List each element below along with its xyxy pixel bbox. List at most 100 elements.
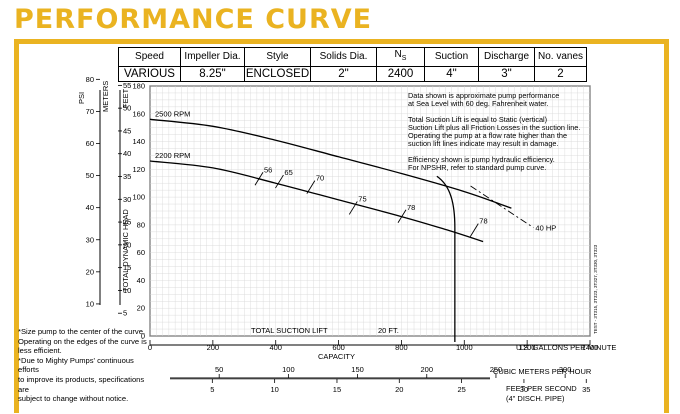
spec-value-ns: 2400: [376, 66, 425, 82]
feet-tick-label: 140: [132, 137, 145, 146]
meters-tick-label: 50: [123, 104, 131, 113]
spec-value-speed: VARIOUS: [118, 66, 181, 82]
x-axis-label: CAPACITY: [318, 352, 355, 361]
footnote-line: *Size pump to the center of the curve.: [18, 327, 146, 336]
frame-left-bar: [14, 39, 19, 413]
fps-axis-sublabel: (4" DISCH. PIPE): [506, 394, 565, 403]
m3h-tick-label: 200: [421, 365, 434, 374]
fps-tick-label: 35: [582, 385, 590, 394]
psi-tick-label: 70: [86, 107, 94, 116]
fps-tick-label: 15: [333, 385, 341, 394]
feet-tick-label: 0: [141, 332, 145, 341]
psi-tick-label: 10: [86, 299, 94, 308]
rpm-label: 2200 RPM: [155, 151, 190, 160]
spec-value-discharge: 3": [478, 66, 535, 82]
footnotes: *Size pump to the center of the curve. O…: [18, 327, 153, 404]
gpm-tick-label: 1400: [582, 343, 599, 352]
fps-tick-label: 20: [395, 385, 403, 394]
frame-top-bar: [14, 39, 669, 44]
spec-table: Speed Impeller Dia. Style Solids Dia. NS…: [118, 47, 587, 82]
note-line: Suction Lift plus all Friction Losses in…: [408, 123, 580, 132]
meters-tick-label: 30: [123, 195, 131, 204]
efficiency-label: 78: [479, 217, 487, 226]
feet-tick-label: 80: [137, 220, 145, 229]
note-line: Efficiency shown is pump hydraulic effic…: [408, 155, 555, 164]
page-title: PERFORMANCE CURVE: [14, 4, 373, 35]
feet-tick-label: 160: [132, 109, 145, 118]
spec-header-ns-sub: S: [401, 55, 407, 62]
efficiency-label: 65: [284, 168, 292, 177]
m3h-tick-label: 50: [215, 365, 223, 374]
grid-lines: [149, 85, 591, 337]
psi-tick-label: 20: [86, 267, 94, 276]
efficiency-label: 70: [316, 174, 324, 183]
spec-value-impeller: 8.25": [180, 66, 245, 82]
feet-tick-label: 100: [132, 193, 145, 202]
meters-tick-label: 55: [123, 81, 131, 90]
meters-axis-label: METERS: [101, 81, 110, 112]
y-unit-label: FEET: [121, 88, 130, 108]
psi-tick-label: 40: [86, 203, 94, 212]
x-unit-label: U.S. GALLONS PER MINUTE: [516, 343, 616, 352]
feet-tick-label: 40: [137, 276, 145, 285]
meters-tick-label: 10: [123, 286, 131, 295]
test-code-label: TEST - 3T315, 3T323, 3T327, 3T330, 3T323: [593, 244, 598, 334]
feet-tick-label: 60: [137, 248, 145, 257]
psi-tick-label: 50: [86, 171, 94, 180]
efficiency-stroke: [397, 209, 407, 224]
efficiency-stroke: [306, 180, 316, 194]
head-curve-0: [149, 118, 512, 209]
meters-tick-label: 15: [123, 263, 131, 272]
rpm-label: 2500 RPM: [155, 109, 190, 118]
fps-tick-label: 10: [270, 385, 278, 394]
psi-tick-label: 80: [86, 75, 94, 84]
note-line: Total Suction Lift is equal to Static (v…: [408, 115, 547, 124]
meters-tick-label: 35: [123, 172, 131, 181]
note-line: at Sea Level with 60 deg. Fahrenheit wat…: [408, 99, 548, 108]
meters-tick-label: 45: [123, 126, 131, 135]
fps-tick-label: 25: [457, 385, 465, 394]
efficiency-stroke: [469, 223, 479, 237]
suction-lift-value: 20 FT.: [378, 326, 399, 335]
footnote-line: *Due to Mighty Pumps' continuous efforts: [18, 355, 134, 375]
psi-tick-label: 60: [86, 139, 94, 148]
hp-line: [470, 185, 534, 229]
footnote-line: less efficient.: [18, 346, 62, 356]
footnote-line: to improve its products, specifications …: [18, 374, 145, 394]
footnote-line: Operating on the edges of the curve is: [18, 336, 147, 346]
gpm-tick-label: 1000: [456, 343, 473, 352]
feet-tick-label: 120: [132, 165, 145, 174]
gpm-tick-label: 1200: [519, 343, 536, 352]
efficiency-stroke: [254, 172, 264, 186]
efficiency-label: 75: [358, 194, 366, 203]
note-line: Operating the pump at a flow rate higher…: [408, 131, 567, 140]
y-axis-label: TOTAL DYNAMIC HEAD: [121, 209, 130, 292]
gpm-tick-label: 200: [207, 343, 220, 352]
gpm-tick-label: 0: [148, 343, 152, 352]
m3h-axis-label: CUBIC METERS PER HOUR: [493, 367, 592, 376]
m3h-tick-label: 100: [282, 365, 295, 374]
head-curve-1: [149, 160, 484, 243]
meters-tick-label: 40: [123, 149, 131, 158]
fps-tick-label: 5: [210, 385, 214, 394]
feet-tick-label: 180: [132, 82, 145, 91]
m3h-tick-label: 150: [351, 365, 364, 374]
note-line: suction lift lines indicate may result i…: [408, 139, 558, 148]
note-line: For NPSHR, refer to standard pump curve.: [408, 163, 546, 172]
note-line: Data shown is approximate pump performan…: [408, 91, 559, 100]
efficiency-label: 56: [264, 165, 272, 174]
gpm-tick-label: 400: [269, 343, 282, 352]
efficiency-stroke: [275, 174, 284, 189]
meters-tick-label: 25: [123, 218, 131, 227]
suction-lift-line: [436, 175, 456, 342]
footnote-line: subject to change without notice.: [18, 394, 129, 404]
gpm-tick-label: 800: [395, 343, 408, 352]
psi-axis-label: PSI: [77, 92, 86, 104]
fps-axis-label: FEET PER SECOND: [506, 384, 577, 393]
fps-tick-label: 30: [520, 385, 528, 394]
efficiency-label: 78: [407, 203, 415, 212]
feet-tick-label: 20: [137, 304, 145, 313]
meters-tick-label: 20: [123, 240, 131, 249]
m3h-tick-label: 300: [559, 365, 572, 374]
